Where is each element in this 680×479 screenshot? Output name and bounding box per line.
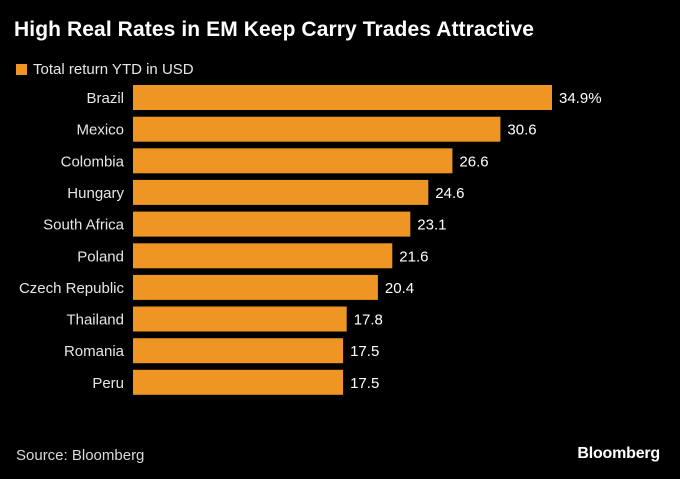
value-label: 30.6 (507, 122, 536, 139)
value-label: 17.8 (354, 312, 383, 329)
category-label: South Africa (43, 217, 125, 234)
bar-south-africa (133, 211, 411, 237)
chart-title: High Real Rates in EM Keep Carry Trades … (14, 18, 535, 41)
category-label: Peru (92, 375, 124, 392)
category-label: Thailand (66, 312, 124, 329)
bar-romania (133, 338, 344, 364)
category-label: Colombia (61, 153, 125, 170)
category-label: Mexico (76, 122, 124, 139)
bar-czech-republic (133, 274, 378, 300)
value-label: 23.1 (417, 217, 446, 234)
value-label: 26.6 (459, 153, 488, 170)
source-note: Source: Bloomberg (16, 447, 145, 464)
value-label: 17.5 (350, 375, 379, 392)
category-label: Czech Republic (19, 280, 125, 297)
category-label: Hungary (67, 185, 124, 202)
brand-logo: Bloomberg (577, 445, 660, 462)
legend-label: Total return YTD in USD (33, 61, 194, 78)
value-label: 34.9% (559, 90, 602, 107)
category-label: Romania (64, 343, 125, 360)
bar-hungary (133, 179, 429, 205)
bar-mexico (133, 116, 501, 142)
legend: Total return YTD in USD (16, 61, 194, 78)
bar-thailand (133, 306, 347, 332)
bar-colombia (133, 148, 453, 174)
bar-poland (133, 243, 393, 269)
category-label: Poland (77, 248, 124, 265)
value-label: 24.6 (435, 185, 464, 202)
category-label: Brazil (86, 90, 124, 107)
value-label: 17.5 (350, 343, 379, 360)
bar-brazil (133, 85, 552, 110)
value-label: 20.4 (385, 280, 414, 297)
value-label: 21.6 (399, 248, 428, 265)
bar-peru (133, 369, 344, 395)
legend-swatch (16, 64, 27, 75)
